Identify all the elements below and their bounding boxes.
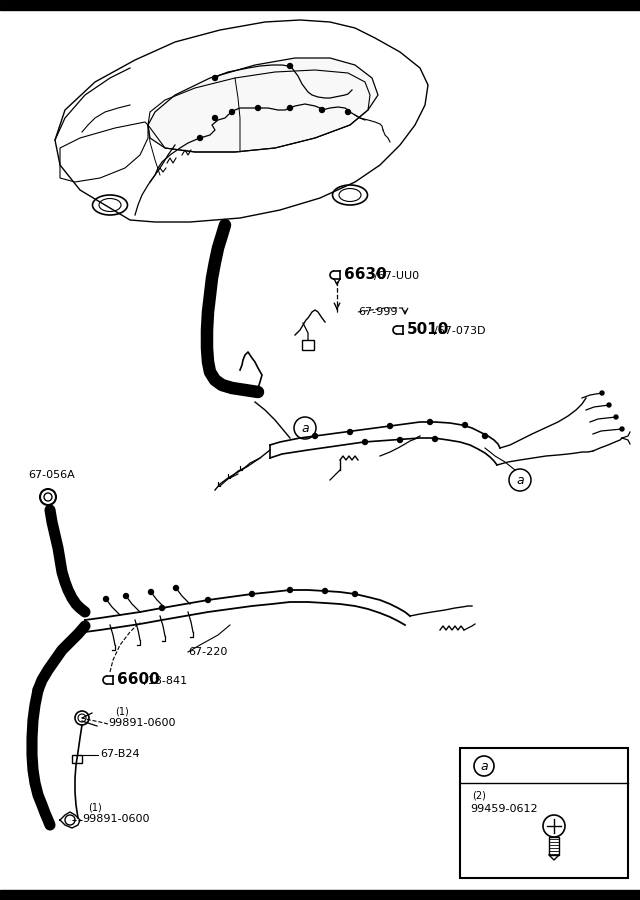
Text: 67-B24: 67-B24 (100, 749, 140, 759)
Text: a: a (301, 422, 309, 436)
Circle shape (607, 403, 611, 407)
Circle shape (600, 391, 604, 395)
Circle shape (348, 429, 353, 435)
Circle shape (287, 105, 292, 111)
Circle shape (353, 591, 358, 597)
Circle shape (433, 436, 438, 442)
Text: a: a (516, 474, 524, 488)
Text: (1): (1) (115, 706, 129, 716)
Circle shape (198, 136, 202, 140)
Circle shape (159, 606, 164, 610)
Circle shape (104, 597, 109, 601)
Text: 5010: 5010 (407, 322, 449, 337)
Circle shape (124, 593, 129, 598)
Text: 6600: 6600 (117, 672, 160, 687)
Circle shape (428, 419, 433, 425)
Circle shape (287, 64, 292, 68)
Circle shape (483, 434, 488, 438)
Text: /18-841: /18-841 (144, 676, 187, 686)
Circle shape (148, 590, 154, 595)
Text: 67-999: 67-999 (358, 307, 397, 317)
Circle shape (362, 439, 367, 445)
Circle shape (205, 598, 211, 602)
Circle shape (463, 422, 467, 427)
Text: 6630: 6630 (344, 267, 387, 282)
Polygon shape (148, 58, 378, 152)
Text: /67-UU0: /67-UU0 (374, 271, 419, 281)
Text: 67-220: 67-220 (188, 647, 227, 657)
Text: (2): (2) (472, 790, 486, 800)
Circle shape (323, 589, 328, 593)
Text: 99891-0600: 99891-0600 (108, 718, 175, 728)
Circle shape (614, 415, 618, 419)
Bar (460, 748, 628, 878)
Text: a: a (480, 760, 488, 773)
Circle shape (173, 586, 179, 590)
Text: 99891-0600: 99891-0600 (82, 814, 150, 824)
Circle shape (397, 437, 403, 443)
Circle shape (543, 815, 565, 837)
Text: 99459-0612: 99459-0612 (470, 804, 538, 814)
Circle shape (620, 427, 624, 431)
Circle shape (346, 110, 351, 114)
Text: 67-056A: 67-056A (28, 470, 75, 480)
Text: /67-073D: /67-073D (434, 326, 486, 336)
Bar (302, 340, 314, 350)
Circle shape (230, 110, 234, 114)
Circle shape (319, 107, 324, 112)
Circle shape (287, 588, 292, 592)
Circle shape (212, 76, 218, 80)
Bar (72, 755, 82, 763)
Bar (0, 890, 640, 900)
Bar (549, 837, 559, 855)
Circle shape (387, 424, 392, 428)
Text: (1): (1) (88, 802, 102, 812)
Circle shape (250, 591, 255, 597)
Bar (0, 0, 640, 10)
Circle shape (312, 434, 317, 438)
Circle shape (255, 105, 260, 111)
Circle shape (212, 115, 218, 121)
